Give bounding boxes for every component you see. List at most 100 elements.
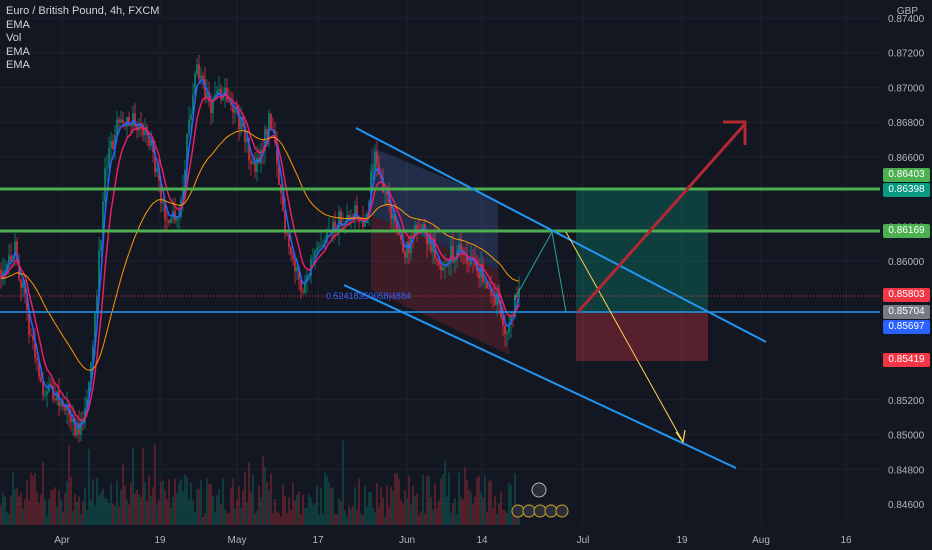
volume-bar <box>462 499 464 525</box>
volume-bar <box>236 498 238 525</box>
candle-body <box>386 191 388 196</box>
candle-body <box>256 157 258 172</box>
symbol-title[interactable]: Euro / British Pound, 4h, FXCM <box>6 5 160 17</box>
volume-bar <box>218 489 220 525</box>
candle-body <box>314 250 316 258</box>
volume-bar <box>492 507 494 525</box>
volume-bar <box>168 479 170 525</box>
candle-body <box>334 221 336 228</box>
candle-body <box>162 201 164 203</box>
volume-bar <box>6 512 8 525</box>
candle-body <box>266 129 268 135</box>
candle-body <box>354 205 356 220</box>
legend-ema-2[interactable]: EMA <box>6 45 30 58</box>
legend-vol[interactable]: Vol <box>6 32 22 44</box>
volume-bar <box>190 482 192 525</box>
volume-bar <box>378 506 380 525</box>
candle-body <box>502 317 504 326</box>
candle-body <box>202 75 204 79</box>
volume-bar <box>292 482 294 525</box>
legend-ema-3[interactable]: EMA <box>6 59 30 71</box>
volume-bar <box>358 478 360 525</box>
candle-body <box>494 295 496 305</box>
candle-body <box>10 255 12 261</box>
candle-body <box>16 241 18 262</box>
volume-bar <box>110 483 112 525</box>
volume-bar <box>386 485 388 525</box>
volume-bar <box>58 490 60 525</box>
volume-bar <box>138 494 140 525</box>
candle-body <box>212 98 214 114</box>
volume-bar <box>442 474 444 525</box>
volume-bar <box>90 499 92 525</box>
candle-body <box>264 129 266 152</box>
candle-body <box>96 296 98 314</box>
volume-bar <box>376 483 378 525</box>
candle-body <box>30 335 32 336</box>
candle-body <box>284 210 286 234</box>
volume-bar <box>426 475 428 525</box>
volume-bar <box>500 491 502 525</box>
volume-bar <box>422 474 424 525</box>
candle-body <box>486 281 488 289</box>
volume-bar <box>390 486 392 525</box>
volume-bar <box>130 482 132 525</box>
volume-bar <box>276 511 278 525</box>
candle-body <box>454 260 456 262</box>
volume-bar <box>464 467 466 525</box>
candle-body <box>128 116 130 126</box>
candle-body <box>484 281 486 282</box>
volume-bar <box>34 473 36 525</box>
volume-bar <box>460 497 462 525</box>
volume-bar <box>336 514 338 525</box>
candle-body <box>50 383 52 386</box>
volume-bar <box>398 479 400 525</box>
volume-bar <box>66 481 68 525</box>
ema-lines <box>0 78 520 430</box>
currency-label[interactable]: GBP <box>896 6 918 17</box>
volume-bar <box>402 503 404 525</box>
volume-bar <box>106 498 108 525</box>
volume-bar <box>424 513 426 525</box>
candle-body <box>488 288 490 290</box>
volume-bar <box>458 472 460 525</box>
volume-bar <box>514 473 516 525</box>
volume-bar <box>322 513 324 525</box>
candle-body <box>32 335 34 341</box>
volume-bar <box>362 514 364 525</box>
volume-bar <box>180 478 182 525</box>
candle-body <box>98 250 100 297</box>
volume-bar <box>346 516 348 525</box>
volume-bar <box>404 490 406 525</box>
time-axis[interactable]: Apr 19 May 17 Jun 14 Jul 19 Aug 16 <box>54 535 852 546</box>
volume-bar <box>154 443 156 525</box>
candle-body <box>74 418 76 436</box>
candle-body <box>104 168 106 202</box>
volume-bar <box>254 513 256 525</box>
time-tick-label: Aug <box>752 535 770 546</box>
candle-body <box>122 119 124 124</box>
dividend-icon <box>555 504 569 518</box>
candle-body <box>46 391 48 395</box>
volume-bar <box>278 512 280 525</box>
candle-body <box>402 239 404 252</box>
candle-body <box>92 345 94 363</box>
price-axis[interactable]: 0.874000.872000.870000.868000.866000.862… <box>888 14 925 511</box>
chart-drawings[interactable]: 0.52418350058|4884 <box>0 120 880 518</box>
volume-bar <box>152 487 154 525</box>
volume-bar <box>320 488 322 525</box>
candle-body <box>18 261 20 280</box>
candle-body <box>396 221 398 230</box>
volume-bar <box>150 496 152 525</box>
volume-bar <box>26 480 28 525</box>
volume-bar <box>234 508 236 525</box>
legend-ema-1[interactable]: EMA <box>6 18 30 31</box>
volume-bar <box>102 489 104 525</box>
volume-bar <box>496 513 498 525</box>
volume-bar <box>64 492 66 525</box>
volume-bar <box>434 483 436 525</box>
candle-body <box>288 234 290 248</box>
volume-bar <box>476 477 478 525</box>
channel-upper-line <box>355 127 767 343</box>
